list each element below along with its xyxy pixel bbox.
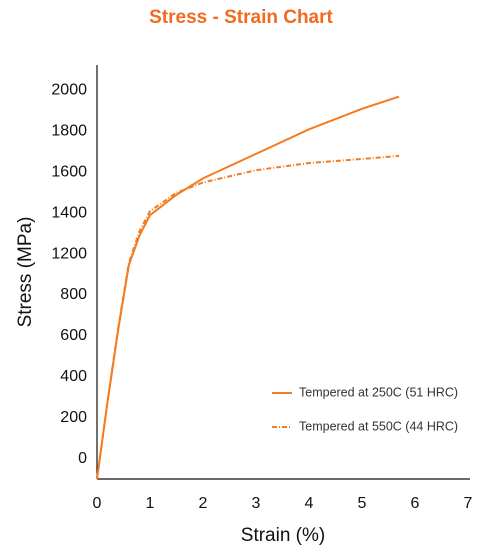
x-tick-label: 6 (411, 495, 420, 512)
x-tick-label: 5 (358, 495, 367, 512)
y-tick-label: 800 (60, 286, 87, 303)
y-tick-label: 1800 (51, 123, 87, 140)
x-tick-label: 7 (464, 495, 473, 512)
y-tick-label: 1600 (51, 163, 87, 180)
x-tick-label: 2 (199, 495, 208, 512)
series-line (96, 154, 400, 480)
y-tick-label: 1400 (51, 204, 87, 221)
legend-label: Tempered at 550C (44 HRC) (299, 419, 458, 433)
y-tick-label: 400 (60, 368, 87, 385)
x-tick-label: 3 (252, 495, 261, 512)
y-axis-label: Stress (MPa) (15, 217, 36, 328)
x-tick-label: 0 (93, 495, 102, 512)
x-tick-label: 1 (146, 495, 155, 512)
chart-title: Stress - Strain Chart (149, 7, 333, 28)
y-tick-label: 200 (60, 409, 87, 426)
y-tick-label: 2000 (51, 82, 87, 99)
y-tick-label: 0 (78, 450, 87, 467)
legend-label: Tempered at 250C (51 HRC) (299, 385, 458, 399)
x-tick-label: 4 (305, 495, 314, 512)
y-tick-label: 600 (60, 327, 87, 344)
series-line (96, 95, 400, 480)
x-axis-label: Strain (%) (241, 525, 325, 546)
y-tick-label: 1200 (51, 245, 87, 262)
